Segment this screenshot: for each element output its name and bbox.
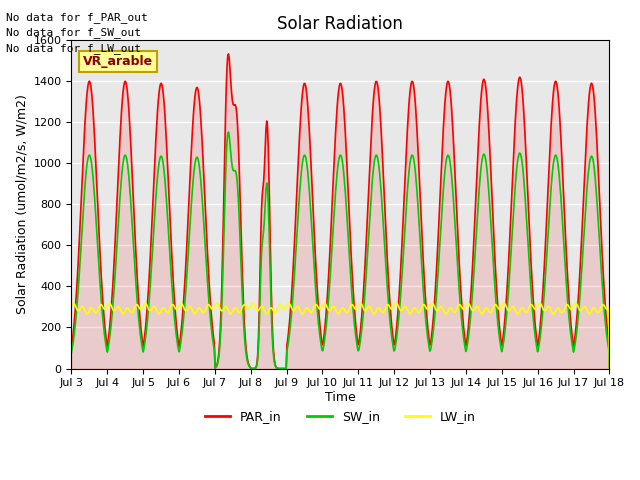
Text: No data for f_LW_out: No data for f_LW_out: [6, 43, 141, 54]
Legend: PAR_in, SW_in, LW_in: PAR_in, SW_in, LW_in: [200, 405, 481, 428]
Title: Solar Radiation: Solar Radiation: [278, 15, 403, 33]
Y-axis label: Solar Radiation (umol/m2/s, W/m2): Solar Radiation (umol/m2/s, W/m2): [15, 95, 28, 314]
Text: VR_arable: VR_arable: [83, 55, 154, 68]
X-axis label: Time: Time: [325, 391, 356, 404]
Text: No data for f_SW_out: No data for f_SW_out: [6, 27, 141, 38]
Text: No data for f_PAR_out: No data for f_PAR_out: [6, 12, 148, 23]
